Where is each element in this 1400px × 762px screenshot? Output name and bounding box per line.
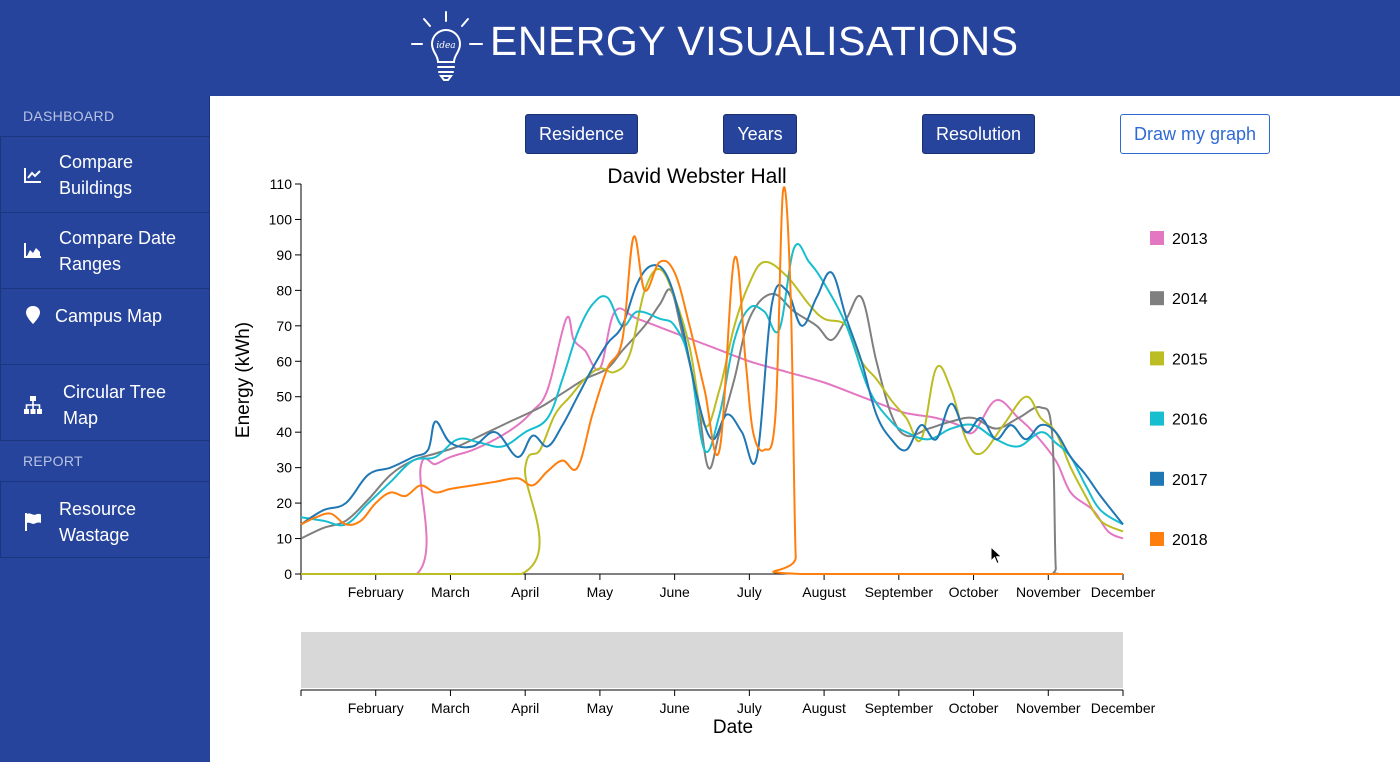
sidebar-item-label: Compare Date [59,228,177,248]
area-chart-icon [24,243,41,258]
residence-button[interactable]: Residence [525,114,638,154]
sidebar-item-label: Resource [59,499,137,519]
sidebar-section-report: REPORT [0,441,210,482]
sidebar-item-label: Compare [59,152,134,172]
sidebar-item-circular-tree-map[interactable]: Circular Tree Map [0,365,210,441]
flag-icon [25,513,41,531]
app-title: ENERGY VISUALISATIONS [490,18,1019,64]
sidebar-item-label: Campus Map [55,306,163,326]
resolution-button[interactable]: Resolution [922,114,1035,154]
mouse-cursor-icon [990,546,1003,565]
map-marker-icon [26,306,40,324]
sidebar-item-label: Ranges [59,254,122,274]
line-chart-icon [24,168,41,183]
sidebar-section-dashboard: DASHBOARD [0,96,210,137]
app-header: idea ENERGY VISUALISATIONS [0,0,1400,96]
sidebar-item-label: Map [63,408,99,428]
sidebar-item-resource-wastage[interactable]: Resource Wastage [0,482,210,558]
sitemap-icon [24,396,42,414]
sidebar: DASHBOARD Compare Buildings Compare Date… [0,96,210,762]
logo-text: idea [436,41,455,51]
sidebar-item-label: Wastage [59,525,130,545]
sidebar-item-campus-map[interactable]: Campus Map [0,289,210,365]
sidebar-item-label: Circular Tree [63,382,167,402]
lightbulb-idea-icon: idea [411,11,483,81]
sidebar-item-compare-buildings[interactable]: Compare Buildings [0,137,210,213]
draw-my-graph-button[interactable]: Draw my graph [1120,114,1270,154]
date-range-brush[interactable] [301,632,1123,688]
sidebar-item-compare-date-ranges[interactable]: Compare Date Ranges [0,213,210,289]
years-button[interactable]: Years [723,114,797,154]
sidebar-item-label: Buildings [59,178,133,198]
